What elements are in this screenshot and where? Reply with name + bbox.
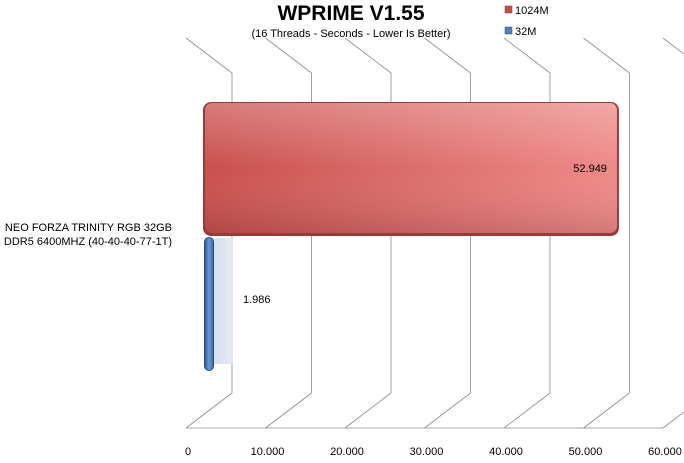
data-label-1024m: 52.949 bbox=[573, 163, 607, 175]
bar-1024m bbox=[203, 102, 619, 236]
bar-32m-body bbox=[205, 238, 213, 370]
x-tick-label-6: 60.000 bbox=[648, 446, 682, 458]
legend-swatch-1024m bbox=[504, 5, 513, 14]
data-label-32m: 1.986 bbox=[243, 294, 271, 306]
legend-label-1024m: 1024M bbox=[515, 5, 549, 17]
chart-subtitle: (16 Threads - Seconds - Lower Is Better) bbox=[251, 28, 450, 40]
bar-1024m-shade bbox=[205, 103, 617, 233]
legend-label-32m: 32M bbox=[515, 26, 536, 38]
x-tick-label-4: 40.000 bbox=[489, 446, 523, 458]
chart-title: WPRIME V1.55 bbox=[277, 2, 424, 25]
gridline-path-6 bbox=[662, 37, 684, 429]
x-tick-label-0: 0 bbox=[185, 446, 191, 458]
category-label-line-1: NEO FORZA TRINITY RGB 32GB bbox=[5, 222, 172, 234]
gridline-5 bbox=[583, 37, 630, 429]
bars bbox=[203, 102, 619, 371]
legend-swatch-32m bbox=[504, 26, 513, 35]
category-label-line-2: DDR5 6400MHZ (40-40-40-77-1T) bbox=[4, 236, 172, 248]
legend: 1024M 32M bbox=[504, 5, 549, 38]
x-tick-label-2: 20.000 bbox=[330, 446, 364, 458]
x-tick-label-3: 30.000 bbox=[410, 446, 444, 458]
data-labels: 52.949 1.986 bbox=[243, 163, 607, 306]
bar-32m bbox=[204, 237, 233, 371]
gridline-6 bbox=[662, 37, 684, 429]
x-tick-label-5: 50.000 bbox=[569, 446, 603, 458]
x-tick-label-1: 10.000 bbox=[251, 446, 285, 458]
gridline-path-5 bbox=[583, 37, 630, 429]
x-axis-tick-labels: 0 10.000 20.000 30.000 40.000 50.000 60.000 bbox=[185, 446, 682, 458]
